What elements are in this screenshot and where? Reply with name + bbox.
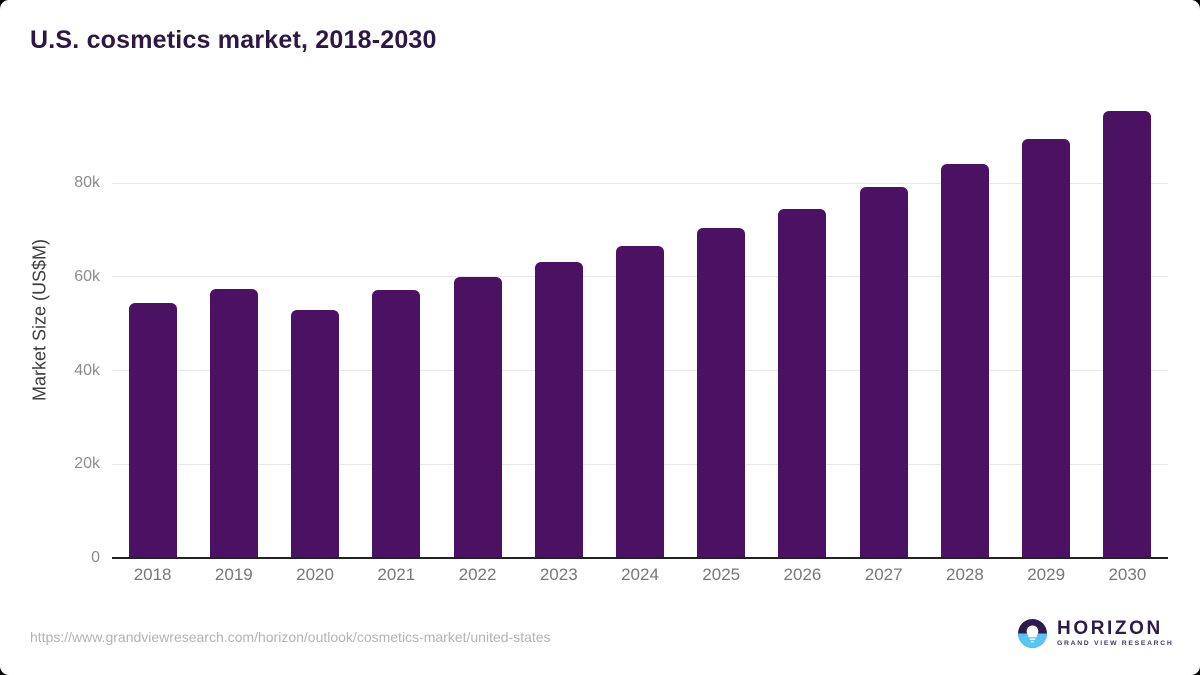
x-axis-line (112, 557, 1168, 559)
y-tick-label: 40k (74, 361, 100, 379)
gridline (112, 182, 1168, 184)
x-tick-label: 2027 (864, 565, 903, 584)
bar-2030 (1103, 111, 1152, 558)
bar-2025 (697, 228, 746, 558)
bar-2018 (128, 303, 177, 558)
x-tick-label: 2018 (133, 565, 172, 584)
x-tick-label: 2029 (1027, 565, 1066, 584)
y-tick-label: 0 (91, 549, 100, 566)
x-tick-label: 2030 (1108, 565, 1147, 584)
bar-2019 (209, 288, 258, 558)
bar-2026 (778, 208, 827, 558)
y-tick-label: 60k (74, 267, 100, 285)
bar-2024 (616, 245, 664, 558)
x-tick-label: 2028 (946, 565, 984, 584)
bar-2027 (859, 187, 908, 558)
x-tick-label: 2024 (621, 565, 659, 584)
x-tick-label: 2020 (296, 565, 334, 584)
bar-2029 (1022, 139, 1071, 558)
x-tick-label: 2019 (214, 565, 253, 584)
x-tick-label: 2026 (783, 565, 822, 584)
bar-2021 (372, 289, 421, 558)
x-tick-label: 2023 (539, 565, 578, 584)
y-tick-label: 80k (74, 174, 100, 191)
x-tick-label: 2022 (458, 565, 497, 584)
horizon-logo: HORIZON GRAND VIEW RESEARCH (1018, 619, 1174, 648)
x-tick-label: 2025 (702, 565, 741, 584)
horizon-logo-subtitle: GRAND VIEW RESEARCH (1057, 640, 1174, 648)
bar-2023 (534, 262, 583, 558)
bar-2020 (291, 310, 340, 558)
source-url: https://www.grandviewresearch.com/horizo… (30, 629, 551, 645)
y-tick-label: 20k (74, 455, 100, 473)
horizon-logo-text: HORIZON GRAND VIEW RESEARCH (1057, 619, 1174, 648)
x-tick-label: 2021 (377, 565, 416, 584)
horizon-logo-name: HORIZON (1057, 618, 1163, 640)
sunset-horizon-icon (1018, 619, 1047, 648)
bar-2022 (453, 276, 502, 558)
bar-2028 (940, 164, 989, 558)
chart-title: U.S. cosmetics market, 2018-2030 (30, 26, 437, 54)
